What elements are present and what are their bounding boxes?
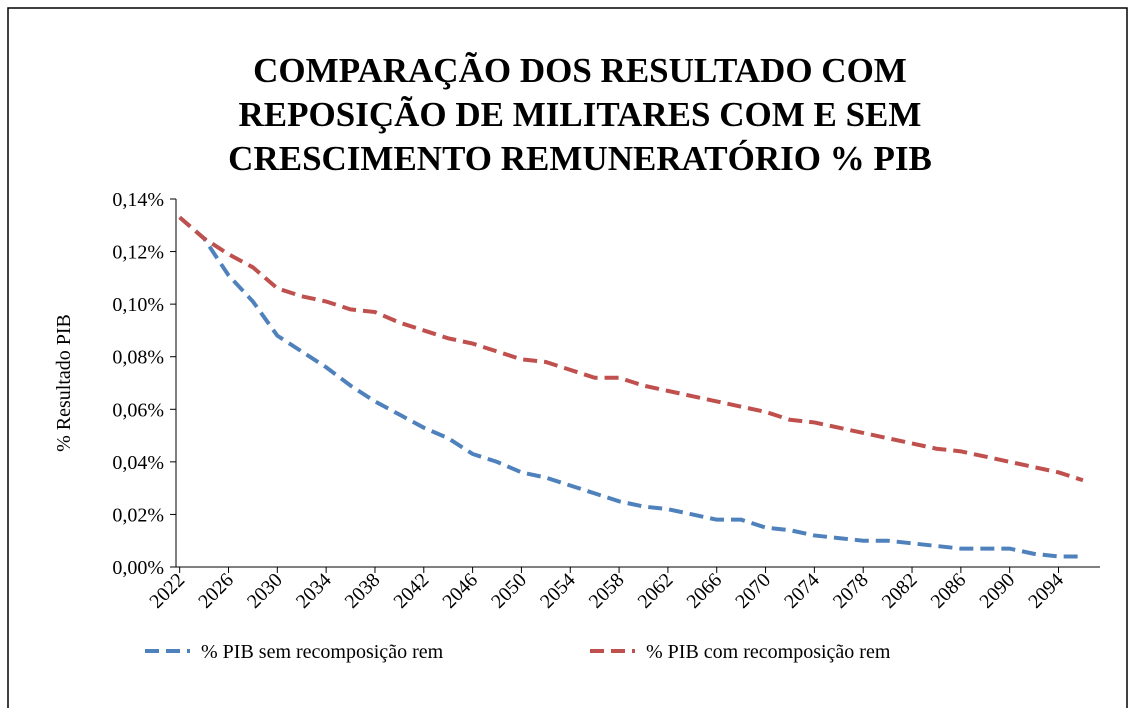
y-tick-label: 0,10% [112, 294, 164, 316]
series-line [178, 215, 1084, 483]
title-line: COMPARAÇÃO DOS RESULTADO COM [253, 51, 907, 90]
legend-label: % PIB sem recomposição rem [201, 641, 444, 663]
legend-item: % PIB com recomposição rem [590, 641, 891, 663]
y-tick-label: 0,08% [112, 347, 164, 369]
y-tick-label: 0,06% [112, 399, 164, 421]
legend-label: % PIB com recomposição rem [646, 641, 891, 663]
y-tick-label: 0,14% [112, 189, 164, 211]
title-line: CRESCIMENTO REMUNERATÓRIO % PIB [228, 138, 932, 178]
y-tick-label: 0,12% [112, 242, 164, 264]
chart-frame [7, 7, 1128, 713]
y-axis-label: % Resultado PIB [53, 314, 75, 452]
y-tick-label: 0,04% [112, 452, 164, 474]
y-tick-label: 0,02% [112, 504, 164, 526]
y-tick-label: 0,00% [112, 557, 164, 579]
chart-title: COMPARAÇÃO DOS RESULTADO COM REPOSIÇÃO D… [228, 51, 932, 178]
legend-item: % PIB sem recomposição rem [145, 641, 444, 663]
series-line [178, 215, 1083, 559]
title-line: REPOSIÇÃO DE MILITARES COM E SEM [239, 95, 922, 134]
